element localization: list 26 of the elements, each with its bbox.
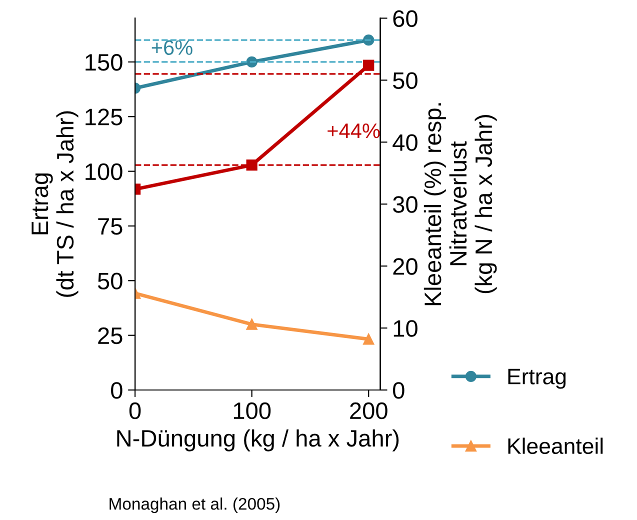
y-tick-label: 150 — [86, 54, 122, 71]
x-tick-label: 100 — [234, 402, 271, 420]
y-tick-label: 75 — [98, 218, 122, 235]
y-tick-label: 50 — [98, 272, 122, 290]
text: Monaghan et al. (2005) — [110, 498, 280, 514]
y-tick-label: 0 — [111, 382, 122, 399]
legend-label: Ertrag — [508, 368, 566, 389]
y2-tick-label: 60 — [393, 10, 418, 27]
y-tick-label: 125 — [86, 108, 122, 126]
annotation: +6% — [152, 40, 192, 55]
y2-tick-label: 50 — [393, 72, 418, 89]
y2-tick-label: 30 — [392, 196, 418, 213]
point — [363, 334, 374, 345]
y-axis-title: Ertrag (dt TS / ha x Jahr) — [32, 111, 78, 297]
y2-tick-label: 20 — [393, 258, 418, 275]
y2-axis-title: Kleeanteil (%) resp. Nitratverlust (kg N / ha x Jahr) — [424, 103, 497, 306]
x-tick-label: 0 — [129, 402, 141, 420]
y-tick-label: 100 — [86, 163, 122, 180]
y2-tick-label: 0 — [393, 382, 404, 399]
legend-label: Kleeanteil — [508, 438, 603, 454]
y-tick-label: 25 — [98, 327, 122, 344]
point — [363, 60, 374, 71]
y2-tick-label: 40 — [392, 134, 418, 151]
y2-tick-label: 10 — [394, 320, 418, 337]
x-axis-title: N-Düngung (kg / ha x Jahr) — [117, 429, 399, 452]
x-tick-label: 200 — [350, 402, 388, 420]
